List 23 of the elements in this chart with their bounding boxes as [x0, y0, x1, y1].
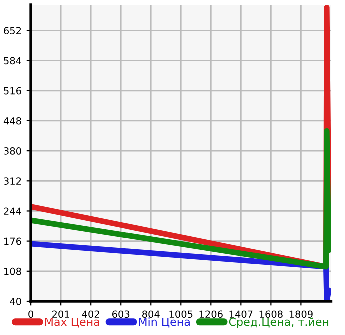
y-tick-label: 516	[4, 87, 22, 95]
legend-label: Min Цена	[139, 318, 190, 328]
x-tick-label: 1407	[230, 310, 253, 318]
x-tick-label: 603	[112, 310, 130, 318]
x-tick-label: 1809	[290, 310, 313, 318]
y-tick-label: 652	[4, 27, 22, 35]
x-tick-label: 201	[52, 310, 70, 318]
y-tick-label: 380	[4, 148, 22, 155]
x-tick-label: 1005	[170, 310, 193, 318]
x-tick-label: 1206	[200, 310, 223, 318]
y-tick-label: 176	[4, 238, 22, 246]
y-tick-label: 40	[10, 298, 22, 306]
y-tick-label: 448	[4, 117, 22, 125]
x-tick-label: 0	[28, 310, 34, 318]
y-tick-label: 312	[4, 178, 22, 185]
x-tick-label: 804	[142, 310, 160, 318]
legend-label: Сред.Цена, т.йен	[229, 318, 329, 328]
x-tick-label: 1608	[260, 310, 283, 318]
y-tick-label: 108	[4, 268, 22, 276]
x-tick-label: 402	[82, 310, 100, 318]
y-tick-label: 584	[4, 57, 22, 65]
legend-label: Max Цена	[45, 318, 100, 328]
y-tick-label: 244	[4, 208, 22, 215]
